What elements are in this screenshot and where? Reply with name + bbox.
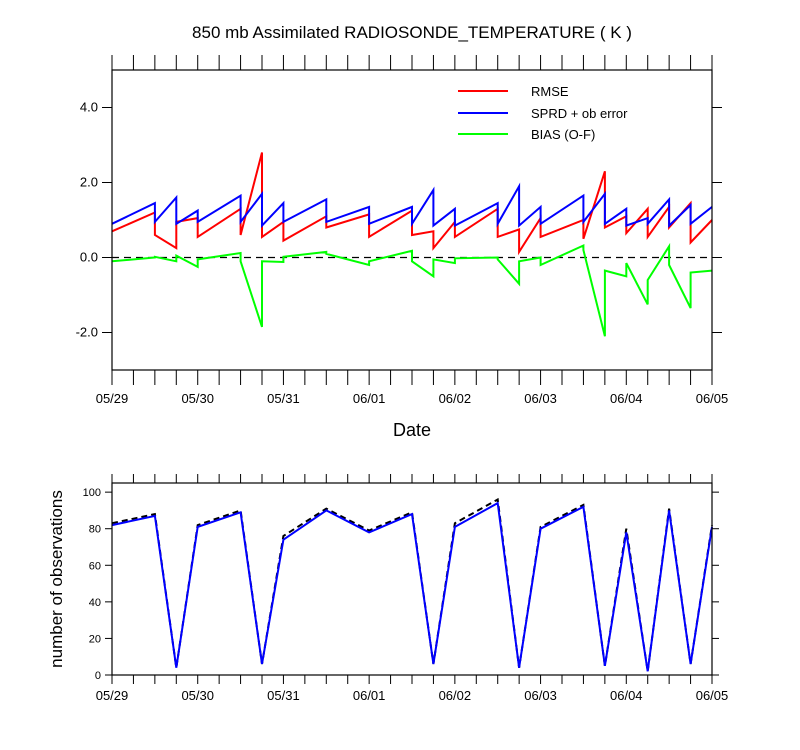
legend-label-bias: BIAS (O-F): [531, 127, 595, 142]
bottom-panel-plot: [111, 497, 713, 672]
top-panel-ticks: 05/29 05/30 05/31 06/01 06/02 06/03 06/04 06/05…: [76, 55, 729, 406]
x-tick-label: 05/29: [96, 391, 129, 406]
bottom-y-axis-label: number of observations: [47, 490, 66, 668]
x-tick-label: 06/04: [610, 688, 643, 703]
series-line-bias-o-f: [111, 242, 713, 337]
chart-title: 850 mb Assimilated RADIOSONDE_TEMPERATUR…: [192, 23, 632, 42]
x-tick-label: 05/31: [267, 688, 300, 703]
x-tick-label: 06/05: [696, 688, 729, 703]
top-panel-frame: [111, 69, 713, 371]
y-tick-label: 60: [89, 560, 101, 572]
legend-label-sprd: SPRD + ob error: [531, 106, 628, 121]
x-tick-label: 05/30: [181, 688, 214, 703]
y-tick-label: -2.0: [76, 325, 98, 340]
y-tick-label: 0: [95, 670, 101, 682]
x-axis-label: Date: [393, 420, 431, 440]
legend: RMSE SPRD + ob error BIAS (O-F): [458, 84, 628, 142]
series-line-sprd-ob-error: [111, 182, 713, 229]
top-panel-plot: [111, 152, 713, 337]
y-tick-label: 4.0: [80, 100, 98, 115]
y-tick-label: 80: [89, 524, 101, 536]
series-line-rmse: [111, 152, 713, 256]
series-line-observations-solid: [111, 501, 713, 672]
x-tick-label: 06/02: [439, 688, 472, 703]
y-tick-label: 40: [89, 597, 101, 609]
x-tick-label: 05/30: [181, 391, 214, 406]
x-tick-label: 05/29: [96, 688, 129, 703]
y-tick-label: 100: [83, 487, 101, 499]
x-tick-label: 06/05: [696, 391, 729, 406]
bottom-panel-frame: [111, 482, 713, 676]
x-tick-label: 06/02: [439, 391, 472, 406]
y-tick-label: 0.0: [80, 250, 98, 265]
x-tick-label: 06/03: [524, 391, 557, 406]
legend-label-rmse: RMSE: [531, 84, 569, 99]
x-tick-label: 05/31: [267, 391, 300, 406]
x-tick-label: 06/01: [353, 688, 386, 703]
y-tick-label: 2.0: [80, 175, 98, 190]
y-tick-label: 20: [89, 633, 101, 645]
bottom-panel-ticks: 05/29 05/30 05/31 06/01 06/02 06/03 06/04 06/05…: [83, 474, 729, 703]
x-tick-label: 06/04: [610, 391, 643, 406]
x-tick-label: 06/01: [353, 391, 386, 406]
x-tick-label: 06/03: [524, 688, 557, 703]
